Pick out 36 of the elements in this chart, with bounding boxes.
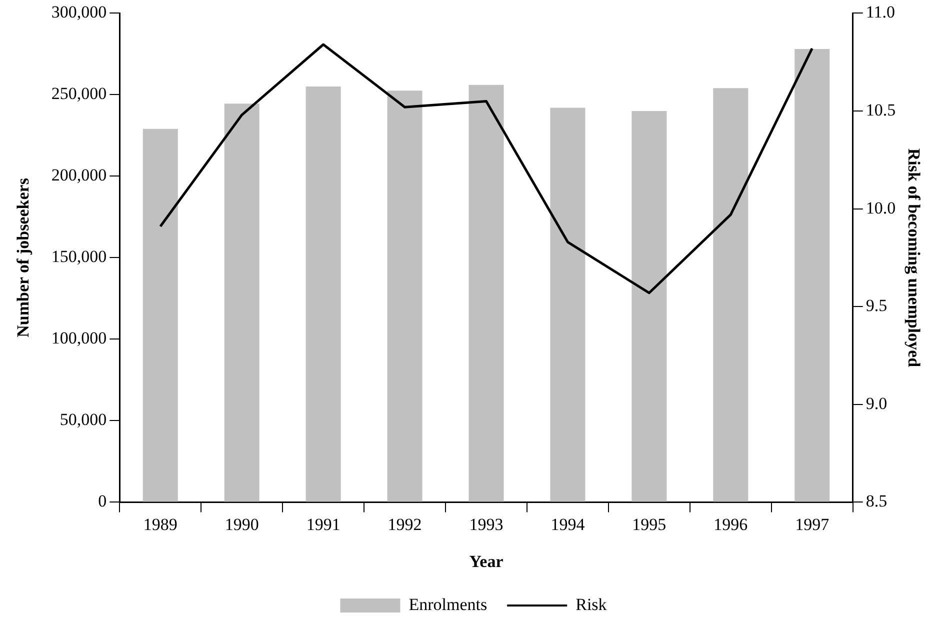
x-tick-label: 1991: [306, 514, 340, 534]
x-tick-label: 1995: [632, 514, 666, 534]
y-tick-label: 0: [98, 492, 107, 511]
bar: [468, 84, 504, 502]
x-tick-label: 1996: [714, 514, 748, 534]
legend-label: Enrolments: [408, 594, 488, 614]
y-tick-label: 50,000: [60, 410, 107, 430]
y-tick-label: 200,000: [51, 166, 107, 185]
x-tick-label: 1994: [550, 514, 586, 534]
x-axis-title: Year: [469, 552, 504, 572]
y-tick-label: 100,000: [51, 328, 107, 348]
bar: [794, 49, 830, 502]
y-axis-title: Number of jobseekers: [14, 178, 33, 338]
y-tick-label: 300,000: [51, 2, 107, 22]
bar: [632, 111, 667, 502]
y-tick-label: 250,000: [51, 84, 107, 104]
y2-tick-label: 9.0: [866, 394, 888, 413]
y2-axis-title: Risk of becoming unemployed: [904, 148, 924, 368]
x-tick-label: 1997: [795, 514, 830, 534]
bar: [550, 108, 586, 502]
y2-tick-label: 10.5: [866, 100, 896, 120]
bar: [387, 90, 422, 502]
bar: [224, 104, 260, 502]
x-tick-label: 1993: [469, 514, 504, 534]
legend-label: Risk: [576, 594, 608, 614]
y2-tick-label: 11.0: [866, 2, 895, 22]
x-tick-label: 1992: [388, 514, 422, 534]
y-tick-label: 150,000: [51, 247, 107, 266]
bar: [713, 88, 748, 502]
y2-tick-label: 9.5: [866, 296, 888, 316]
y2-tick-label: 8.5: [866, 492, 888, 511]
y2-tick-label: 10.0: [866, 198, 896, 218]
bar: [306, 86, 341, 502]
x-tick-label: 1989: [143, 514, 178, 534]
x-tick-label: 1990: [224, 514, 259, 534]
bar: [142, 128, 178, 502]
